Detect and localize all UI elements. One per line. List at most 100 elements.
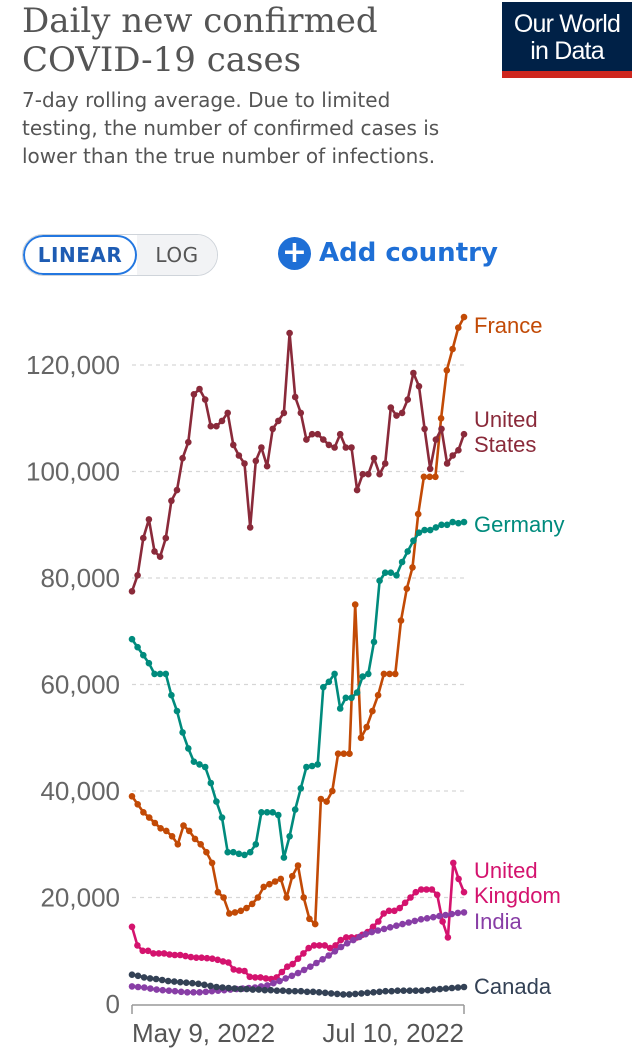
data-point bbox=[397, 617, 405, 624]
plus-icon: + bbox=[278, 236, 311, 270]
data-point bbox=[303, 436, 310, 443]
data-point bbox=[417, 916, 425, 923]
data-point bbox=[321, 989, 329, 997]
data-point bbox=[289, 872, 296, 880]
data-point bbox=[185, 438, 192, 446]
data-point bbox=[420, 473, 428, 481]
log-scale-button[interactable]: LOG bbox=[137, 235, 217, 275]
data-point bbox=[151, 819, 159, 827]
data-point bbox=[165, 987, 173, 994]
data-point bbox=[432, 473, 439, 481]
data-point bbox=[275, 417, 282, 425]
data-point bbox=[438, 425, 445, 433]
data-point bbox=[430, 986, 438, 993]
data-point bbox=[412, 888, 420, 896]
data-point bbox=[164, 977, 172, 985]
series-label-germany[interactable]: Germany bbox=[474, 512, 564, 537]
data-point bbox=[145, 516, 153, 523]
data-point bbox=[139, 947, 146, 955]
data-point bbox=[430, 913, 437, 921]
data-point bbox=[450, 859, 457, 867]
data-point bbox=[190, 758, 198, 765]
data-point bbox=[437, 415, 445, 422]
owid-logo[interactable]: Our World in Data bbox=[502, 2, 632, 78]
data-point bbox=[224, 848, 231, 856]
data-point bbox=[273, 987, 281, 994]
series-labels: France United States Germany United KingdomIn… bbox=[474, 313, 564, 999]
data-point bbox=[235, 967, 243, 974]
series-label-france[interactable]: France bbox=[474, 313, 542, 338]
data-point bbox=[342, 934, 350, 941]
data-point bbox=[160, 950, 168, 957]
data-point bbox=[294, 862, 302, 869]
data-point bbox=[177, 988, 185, 996]
data-point bbox=[381, 569, 389, 576]
series-label-united-states[interactable]: United States bbox=[474, 407, 538, 457]
data-point bbox=[128, 971, 136, 978]
data-point bbox=[449, 452, 457, 459]
data-point bbox=[436, 985, 444, 993]
data-point bbox=[460, 888, 468, 896]
data-point bbox=[442, 985, 450, 992]
data-point bbox=[380, 910, 388, 917]
series-label-canada[interactable]: Canada bbox=[474, 974, 552, 999]
data-point bbox=[208, 859, 216, 867]
logo-line-2: in Data bbox=[530, 37, 604, 65]
chart-title-line-2: COVID-19 cases bbox=[22, 40, 302, 80]
data-point bbox=[421, 425, 428, 433]
y-tick-label: 60,000 bbox=[40, 670, 120, 700]
data-point bbox=[150, 950, 157, 957]
data-point bbox=[393, 412, 400, 419]
data-point bbox=[155, 950, 163, 957]
data-point bbox=[340, 991, 347, 998]
x-axis: May 9, 2022 Jul 10, 2022 bbox=[131, 1004, 465, 1048]
data-point bbox=[271, 878, 279, 885]
data-point bbox=[214, 956, 221, 964]
data-point bbox=[443, 460, 451, 467]
scale-toggle: LINEAR LOG bbox=[22, 234, 218, 276]
data-point bbox=[230, 441, 237, 449]
x-tick-label-start: May 9, 2022 bbox=[132, 1018, 275, 1048]
data-point bbox=[343, 940, 351, 947]
data-point bbox=[365, 470, 372, 478]
series-label-india[interactable]: India bbox=[474, 909, 522, 934]
data-point bbox=[329, 787, 336, 795]
data-point bbox=[399, 920, 406, 928]
series-united-kingdom bbox=[128, 859, 468, 983]
data-point bbox=[332, 942, 339, 949]
data-point bbox=[261, 986, 269, 994]
data-point bbox=[352, 990, 359, 998]
data-point bbox=[276, 977, 283, 985]
data-point bbox=[173, 486, 181, 494]
data-point bbox=[314, 761, 322, 768]
data-point bbox=[140, 974, 148, 981]
data-point bbox=[230, 966, 237, 973]
data-point bbox=[193, 954, 200, 961]
data-point bbox=[412, 987, 420, 994]
add-country-button[interactable]: + Add country bbox=[278, 236, 498, 270]
data-point bbox=[303, 763, 310, 771]
data-point bbox=[424, 986, 432, 994]
data-point bbox=[146, 975, 154, 982]
data-point bbox=[407, 894, 414, 901]
data-point bbox=[305, 944, 313, 952]
series-label-united-kingdom[interactable]: United Kingdom bbox=[474, 858, 561, 908]
data-point bbox=[307, 963, 314, 970]
data-point bbox=[134, 972, 142, 980]
data-point bbox=[189, 979, 196, 987]
data-point bbox=[374, 691, 382, 699]
data-point bbox=[207, 982, 214, 990]
data-point bbox=[225, 959, 232, 966]
data-point bbox=[393, 572, 400, 579]
linear-scale-button[interactable]: LINEAR bbox=[23, 235, 137, 275]
data-point bbox=[140, 534, 147, 542]
data-point bbox=[291, 393, 299, 401]
data-point bbox=[300, 950, 307, 957]
data-point bbox=[404, 548, 412, 555]
data-point bbox=[291, 987, 299, 995]
data-point bbox=[432, 436, 440, 443]
data-point bbox=[317, 795, 325, 803]
data-point bbox=[277, 875, 285, 883]
data-point bbox=[279, 987, 287, 994]
data-point bbox=[220, 894, 227, 901]
